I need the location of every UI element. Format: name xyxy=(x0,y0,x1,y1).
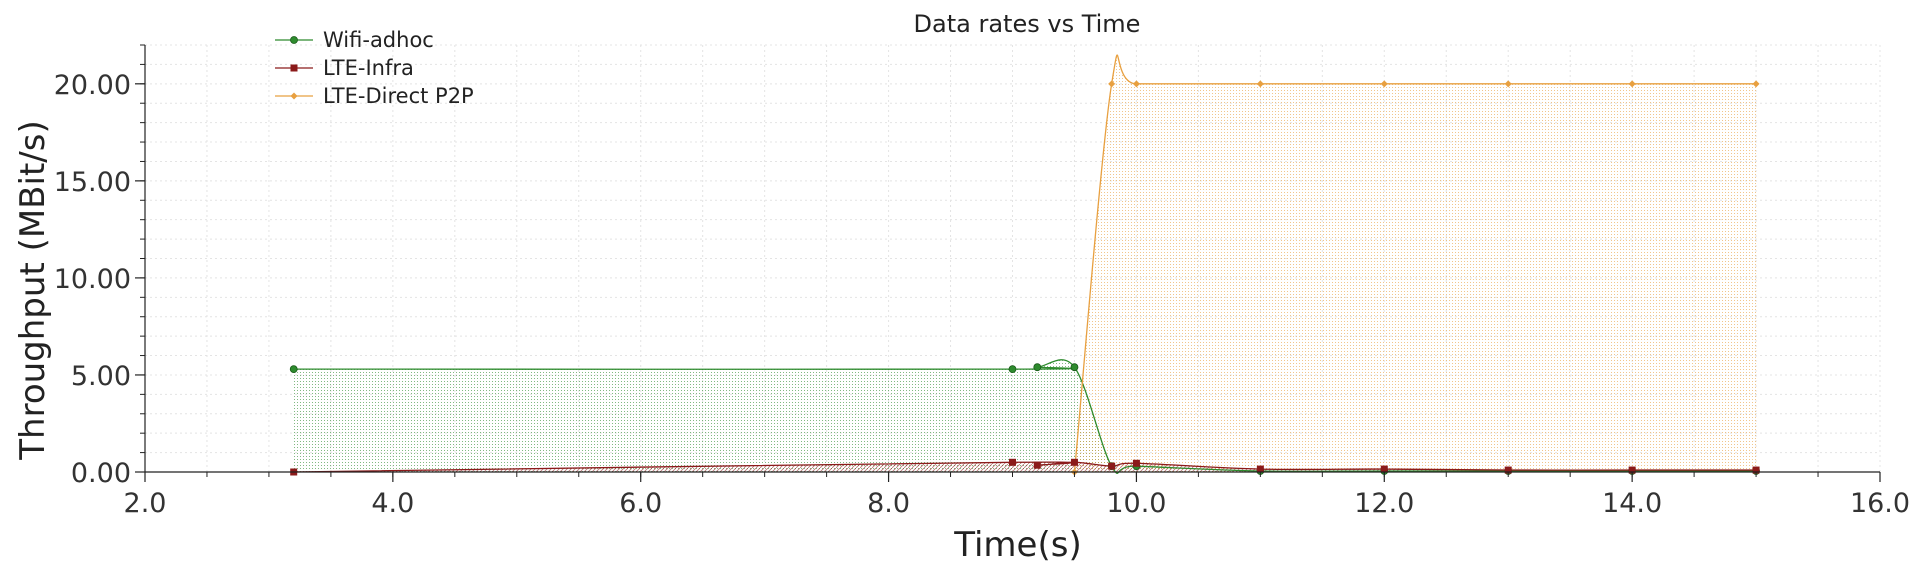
legend-marker xyxy=(290,64,298,72)
x-tick-label: 12.0 xyxy=(1354,488,1414,519)
data-point xyxy=(1628,466,1636,474)
y-tick-label: 15.00 xyxy=(54,167,131,198)
x-tick-label: 2.0 xyxy=(124,488,167,519)
data-point xyxy=(1070,458,1078,466)
legend-label: LTE-Direct P2P xyxy=(323,84,474,108)
x-tick-label: 16.0 xyxy=(1850,488,1910,519)
axes: 2.0 4.0 6.0 8.0 10.0 12.0 14.0 16.0 0.00 5.00 10.0… xyxy=(54,44,1910,519)
series-line-2 xyxy=(293,461,1757,473)
series-area-3 xyxy=(1074,55,1757,473)
chart-title: Data rates vs Time xyxy=(914,10,1141,38)
series-areas xyxy=(293,55,1757,474)
series-area-1 xyxy=(293,359,1757,474)
data-point xyxy=(1752,80,1760,88)
data-point xyxy=(1132,459,1140,467)
y-axis-title: Throughput (MBit/s) xyxy=(13,120,53,460)
data-point xyxy=(1108,80,1116,88)
data-point xyxy=(1504,80,1512,88)
data-point xyxy=(1256,465,1264,473)
x-axis-title: Time(s) xyxy=(953,525,1081,565)
series-markers xyxy=(289,80,1760,476)
y-tick-label: 10.00 xyxy=(54,264,131,295)
data-point xyxy=(1504,466,1512,474)
data-point xyxy=(1752,466,1760,474)
data-point xyxy=(1628,80,1636,88)
legend-marker xyxy=(290,92,298,100)
y-tick-label: 5.00 xyxy=(71,361,131,392)
series-line-3 xyxy=(1073,54,1757,473)
legend: Wifi-adhoc LTE-Infra LTE-Direct P2P xyxy=(275,28,474,108)
legend-label: LTE-Infra xyxy=(323,56,414,80)
data-point xyxy=(1256,80,1264,88)
data-point xyxy=(1132,80,1140,88)
x-tick-label: 6.0 xyxy=(619,488,662,519)
data-point xyxy=(1380,465,1388,473)
legend-label: Wifi-adhoc xyxy=(323,28,434,52)
x-tick-label: 4.0 xyxy=(371,488,414,519)
y-tick-label: 20.00 xyxy=(54,70,131,101)
data-point xyxy=(1070,363,1079,372)
x-tick-label: 10.0 xyxy=(1106,488,1166,519)
data-point xyxy=(1033,363,1042,372)
data-point xyxy=(289,365,298,374)
x-tick-label: 8.0 xyxy=(867,488,910,519)
y-tick-label: 0.00 xyxy=(71,458,131,489)
data-point xyxy=(1033,461,1041,469)
legend-marker xyxy=(290,36,298,44)
x-tick-label: 14.0 xyxy=(1602,488,1662,519)
data-point xyxy=(1108,462,1116,470)
data-point xyxy=(1380,80,1388,88)
data-point xyxy=(1009,458,1016,466)
data-point xyxy=(1008,365,1017,374)
